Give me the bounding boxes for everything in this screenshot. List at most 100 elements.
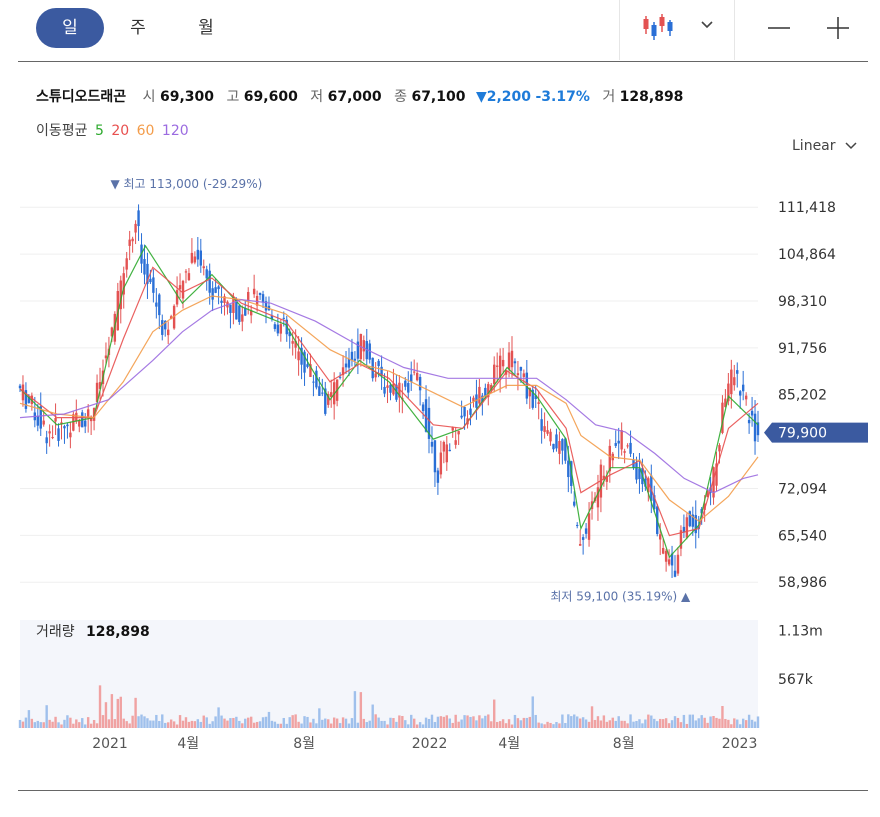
moving-average-legend[interactable]: 이동평균 5 20 60 120	[36, 120, 189, 140]
candle-body	[469, 408, 472, 415]
candle-body	[540, 419, 543, 431]
candle-body	[214, 287, 217, 293]
volume-bar	[238, 720, 241, 728]
scale-dropdown[interactable]: Linear	[792, 138, 857, 154]
volume-bar	[587, 721, 591, 728]
candle-body	[626, 445, 629, 447]
volume-bar	[721, 706, 724, 728]
tab-weekly[interactable]: 주	[130, 18, 146, 38]
candle-body	[528, 387, 531, 397]
candle-body	[510, 350, 514, 368]
volume-bar	[193, 721, 197, 728]
volume-bar	[593, 719, 597, 728]
volume-bar	[371, 704, 374, 728]
volume-bar	[570, 716, 573, 728]
volume-bar	[398, 715, 401, 728]
volume-bar	[620, 720, 623, 728]
candle-body	[564, 438, 567, 461]
candle-body	[202, 266, 205, 269]
volume-bar	[578, 718, 582, 728]
header-divider	[18, 61, 868, 62]
ma-5: 5	[94, 123, 104, 139]
volume-bar	[164, 722, 167, 728]
volume-bar	[312, 718, 315, 728]
y-tick-label: 111,418	[778, 200, 836, 216]
volume-bar	[24, 717, 28, 728]
volume-bar	[584, 719, 588, 728]
volume-bar	[63, 719, 66, 728]
volume-bar	[324, 718, 327, 728]
volume-bar	[229, 718, 232, 728]
volume-bar	[279, 723, 283, 728]
candle-body	[208, 270, 211, 293]
low-label: 저	[310, 89, 324, 105]
volume-bar	[211, 721, 214, 728]
candle-body	[418, 376, 422, 391]
current-price-tag	[764, 422, 868, 443]
candle-body	[27, 396, 31, 403]
volume-bar	[724, 718, 727, 728]
volume-bar	[395, 721, 398, 728]
volume-bar	[504, 723, 508, 728]
candle-body	[605, 476, 609, 482]
volume-bar	[718, 718, 721, 728]
candle-body	[95, 382, 99, 402]
candle-body	[122, 273, 125, 295]
volume-bar	[131, 715, 134, 728]
volume-bar	[703, 717, 706, 728]
volume-bar	[558, 723, 561, 728]
volume-bar	[335, 718, 339, 728]
high-marker-label: ▼ 최고 113,000 (-29.29%)	[110, 177, 262, 191]
candle-body	[392, 383, 395, 395]
volume-bar	[107, 719, 111, 728]
candle-body	[232, 296, 235, 313]
volume-bar	[739, 724, 742, 728]
volume-bar	[555, 721, 558, 728]
candle-body	[658, 534, 662, 540]
candle-body	[347, 358, 351, 368]
volume-bar	[300, 723, 303, 728]
candle-body	[66, 424, 69, 427]
volume-bar	[445, 715, 448, 728]
tab-daily[interactable]: 일	[36, 8, 104, 48]
candle-body	[721, 402, 724, 433]
volume-bar	[318, 708, 321, 728]
candle-body	[244, 308, 247, 316]
volume-bar	[608, 720, 612, 728]
low-value: 67,000	[327, 89, 382, 105]
volume-bar	[510, 724, 514, 728]
candle-body	[739, 391, 742, 396]
volume-bar	[516, 718, 520, 728]
volume-bar	[472, 716, 475, 728]
volume-bar	[730, 724, 733, 728]
volume-bar	[128, 723, 131, 728]
volume-bar	[661, 719, 665, 728]
tab-monthly[interactable]: 월	[198, 18, 214, 38]
volume-bar	[433, 721, 437, 728]
volume-bar	[294, 714, 297, 728]
volume-bar	[623, 720, 626, 728]
volume-bar	[187, 721, 191, 728]
zoom-in-button[interactable]	[818, 10, 858, 46]
volume-bar	[374, 714, 377, 728]
volume-bar	[712, 716, 715, 728]
zoom-out-button[interactable]	[760, 10, 800, 46]
volume-bar	[27, 710, 31, 728]
volume-bar	[338, 723, 342, 728]
volume-bar	[66, 715, 69, 728]
volume-bar	[39, 722, 42, 728]
volume-bar	[208, 723, 211, 728]
chart-type-button[interactable]	[640, 12, 720, 44]
volume-bar	[463, 715, 466, 728]
volume-bar	[676, 717, 680, 728]
candle-body	[412, 371, 416, 373]
candle-body	[534, 395, 537, 400]
x-tick-label: 2022	[412, 736, 448, 752]
volume-bar	[252, 722, 256, 728]
volume-bar	[368, 720, 371, 728]
volume-bar	[276, 723, 280, 728]
volume-bar	[478, 715, 481, 728]
candle-body	[39, 406, 42, 429]
candle-body	[217, 286, 220, 290]
